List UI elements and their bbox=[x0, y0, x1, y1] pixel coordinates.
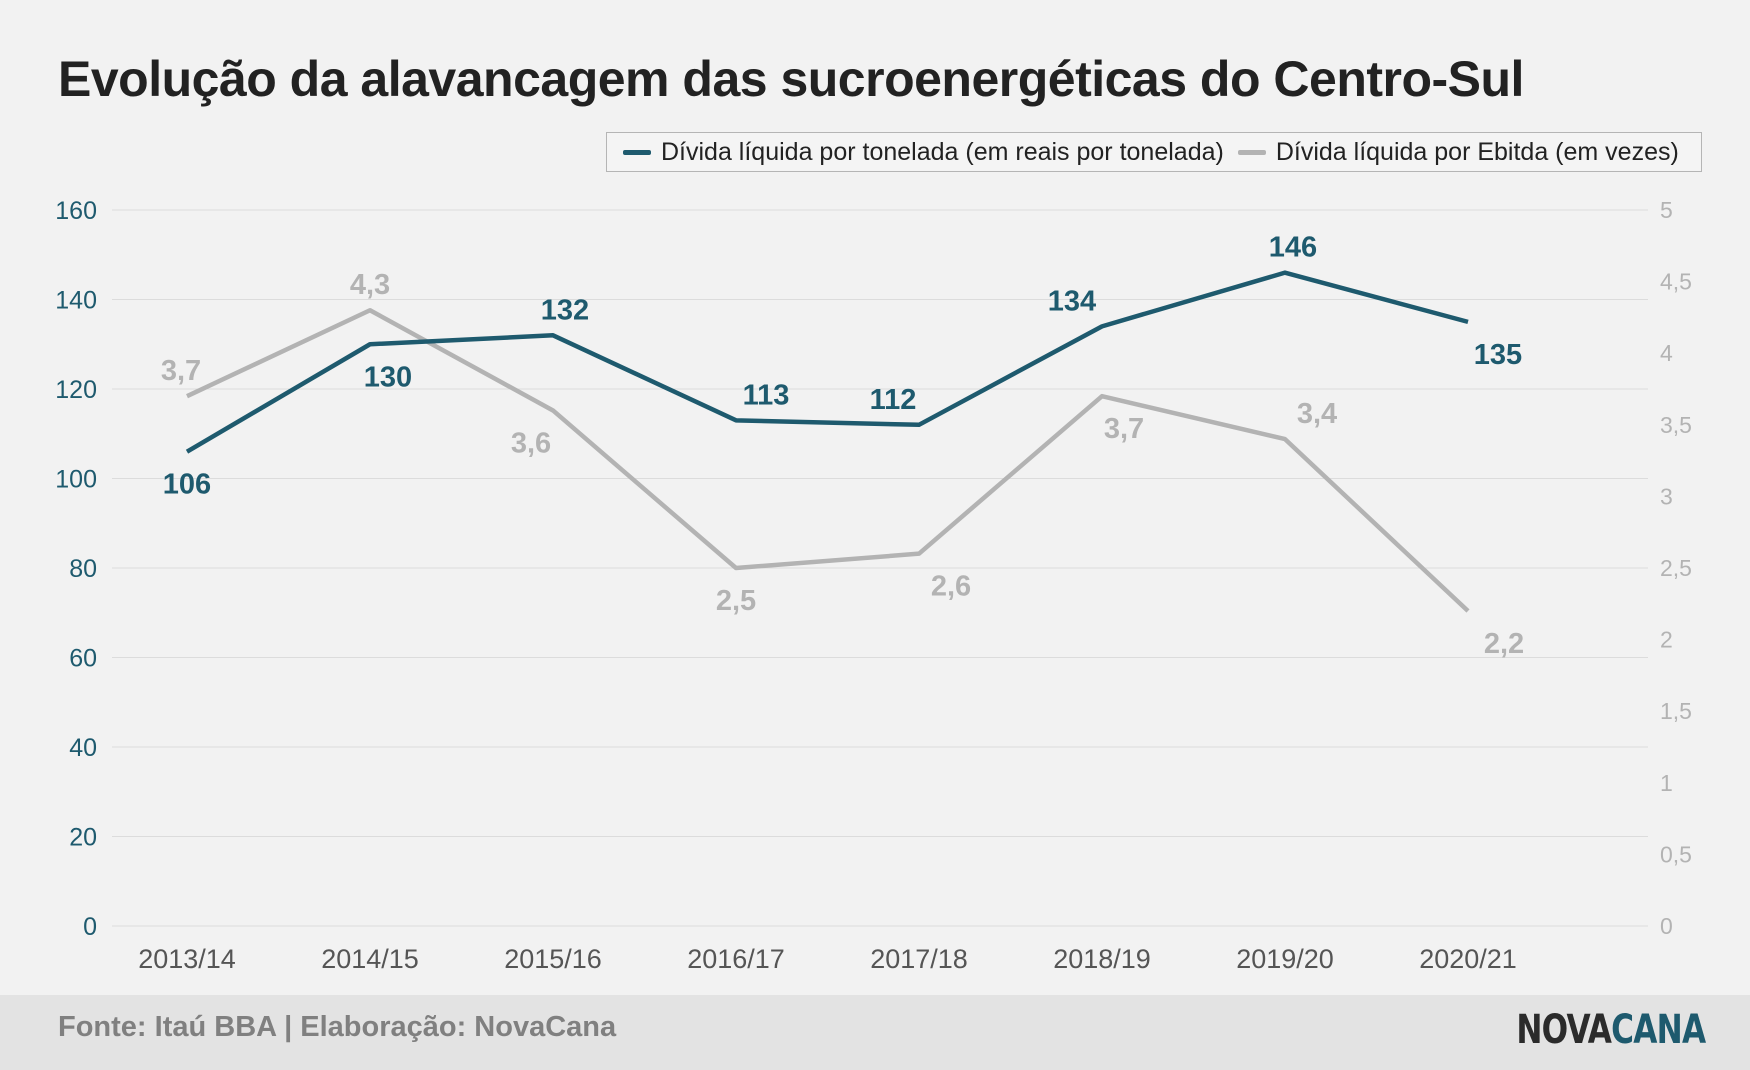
data-label-tonelada: 112 bbox=[870, 384, 917, 416]
y-right-tick-label: 4,5 bbox=[1660, 269, 1692, 295]
data-label-tonelada: 130 bbox=[364, 361, 412, 393]
x-tick-label: 2018/19 bbox=[1053, 944, 1151, 974]
y-right-tick-label: 2,5 bbox=[1660, 555, 1692, 581]
line-chart: 0 20 40 60 80 100 120 140 160 0 0,5 1 1,5 2 2,5 3 3,5 4 4,… bbox=[55, 197, 1692, 974]
data-label-ebitda: 2,2 bbox=[1484, 628, 1524, 660]
novacana-logo: NOVACANA bbox=[1515, 1007, 1706, 1053]
x-tick-label: 2020/21 bbox=[1419, 944, 1517, 974]
legend-label-tonelada: Dívida líquida por tonelada (em reais po… bbox=[661, 137, 1224, 166]
x-tick-label: 2014/15 bbox=[321, 944, 419, 974]
y-left-tick-label: 100 bbox=[55, 466, 97, 494]
legend-label-ebitda: Dívida líquida por Ebitda (em vezes) bbox=[1275, 137, 1679, 166]
y-right-tick-label: 0,5 bbox=[1660, 841, 1692, 867]
data-label-ebitda: 2,6 bbox=[931, 571, 971, 603]
y-left-tick-label: 140 bbox=[55, 287, 97, 315]
data-label-ebitda: 3,7 bbox=[1104, 413, 1144, 445]
x-tick-label: 2016/17 bbox=[687, 944, 785, 974]
data-label-tonelada: 132 bbox=[541, 294, 589, 326]
y-right-tick-label: 3 bbox=[1660, 483, 1673, 509]
data-label-ebitda: 2,5 bbox=[716, 585, 756, 617]
data-label-tonelada: 113 bbox=[743, 379, 790, 411]
data-label-ebitda: 3,6 bbox=[511, 427, 551, 459]
x-tick-label: 2019/20 bbox=[1236, 944, 1334, 974]
footer: Fonte: Itaú BBA | Elaboração: NovaCana N… bbox=[0, 995, 1750, 1070]
data-label-ebitda: 3,4 bbox=[1297, 398, 1337, 430]
data-label-tonelada: 106 bbox=[163, 469, 211, 501]
x-tick-label: 2015/16 bbox=[504, 944, 602, 974]
y-right-tick-label: 2 bbox=[1660, 627, 1673, 653]
source-text: Fonte: Itaú BBA | Elaboração: NovaCana bbox=[58, 1011, 617, 1043]
y-right-tick-label: 3,5 bbox=[1660, 412, 1692, 438]
y-left-tick-label: 120 bbox=[55, 376, 97, 404]
y-right-tick-label: 1 bbox=[1660, 770, 1673, 796]
legend-swatch-ebitda bbox=[1237, 149, 1266, 155]
x-tick-label: 2017/18 bbox=[870, 944, 968, 974]
data-label-ebitda: 4,3 bbox=[350, 269, 390, 301]
legend-item-ebitda: Dívida líquida por Ebitda (em vezes) bbox=[1237, 137, 1679, 167]
data-label-tonelada: 135 bbox=[1474, 339, 1522, 371]
y-left-tick-label: 80 bbox=[69, 555, 97, 583]
y-left-tick-label: 60 bbox=[69, 645, 97, 673]
legend-item-tonelada: Dívida líquida por tonelada (em reais po… bbox=[623, 138, 1224, 167]
legend-swatch-tonelada bbox=[623, 149, 651, 155]
legend: Dívida líquida por tonelada (em reais po… bbox=[606, 132, 1702, 172]
y-right-tick-label: 1,5 bbox=[1660, 698, 1692, 724]
y-right-tick-label: 5 bbox=[1660, 197, 1673, 223]
y-left-tick-label: 0 bbox=[83, 913, 97, 941]
series-line-ebitda bbox=[186, 307, 1470, 613]
series-line-tonelada bbox=[185, 270, 1469, 454]
y-right-tick-label: 0 bbox=[1660, 913, 1673, 939]
x-tick-label: 2013/14 bbox=[138, 944, 236, 974]
chart-title: Evolução da alavancagem das sucroenergét… bbox=[58, 51, 1524, 107]
y-left-tick-label: 40 bbox=[69, 734, 97, 762]
data-label-ebitda: 3,7 bbox=[161, 355, 201, 387]
data-label-tonelada: 134 bbox=[1048, 285, 1096, 317]
y-left-tick-label: 20 bbox=[69, 824, 97, 852]
y-right-tick-label: 4 bbox=[1660, 340, 1673, 366]
y-left-tick-label: 160 bbox=[55, 197, 97, 225]
data-label-tonelada: 146 bbox=[1269, 232, 1317, 264]
